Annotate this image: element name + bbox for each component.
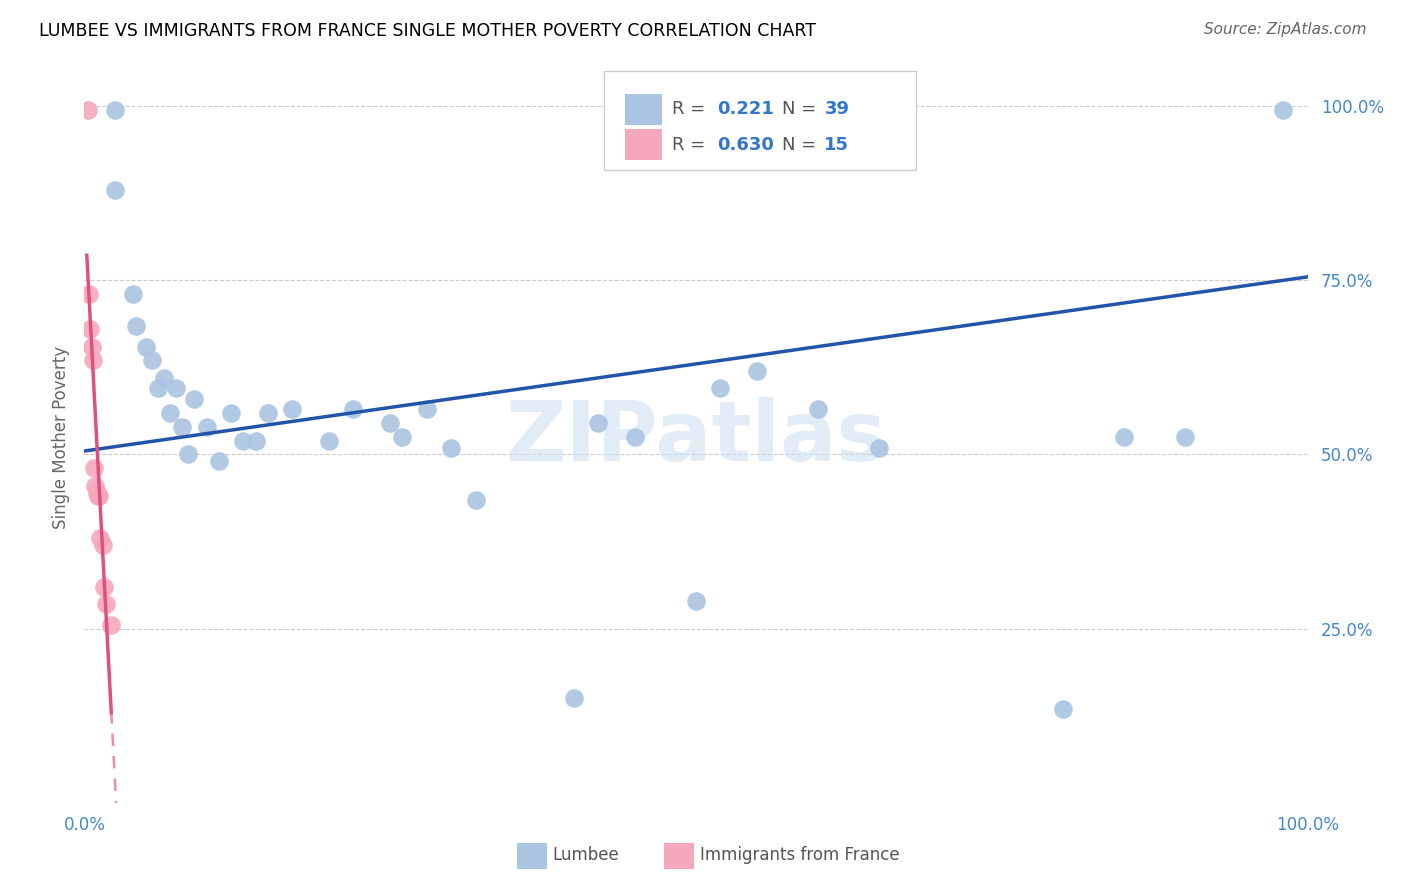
Point	[172, 419, 194, 434]
Point	[685, 594, 707, 608]
FancyBboxPatch shape	[517, 843, 547, 870]
FancyBboxPatch shape	[626, 94, 662, 125]
Point	[93, 580, 115, 594]
Point	[195, 419, 218, 434]
Point	[281, 402, 304, 417]
Point	[807, 402, 830, 417]
FancyBboxPatch shape	[626, 129, 662, 160]
Text: Source: ZipAtlas.com: Source: ZipAtlas.com	[1204, 22, 1367, 37]
FancyBboxPatch shape	[664, 843, 693, 870]
Point	[869, 441, 891, 455]
Text: N =: N =	[782, 136, 821, 153]
Point	[747, 364, 769, 378]
Point	[83, 461, 105, 475]
Point	[208, 454, 231, 468]
Point	[122, 287, 145, 301]
Point	[141, 353, 163, 368]
Point	[380, 416, 402, 430]
Text: ZIPatlas: ZIPatlas	[506, 397, 886, 477]
Text: 0.630: 0.630	[717, 136, 773, 153]
Point	[86, 485, 108, 500]
Point	[709, 381, 731, 395]
Point	[318, 434, 340, 448]
Text: R =: R =	[672, 136, 710, 153]
Point	[104, 183, 127, 197]
Point	[87, 489, 110, 503]
Point	[159, 406, 181, 420]
Point	[183, 392, 205, 406]
Point	[100, 618, 122, 632]
Point	[82, 353, 104, 368]
Point	[125, 318, 148, 333]
Point	[586, 416, 609, 430]
FancyBboxPatch shape	[605, 71, 917, 170]
Point	[342, 402, 364, 417]
Point	[146, 381, 169, 395]
Point	[416, 402, 439, 417]
Point	[89, 531, 111, 545]
Text: Immigrants from France: Immigrants from France	[700, 847, 900, 864]
Text: LUMBEE VS IMMIGRANTS FROM FRANCE SINGLE MOTHER POVERTY CORRELATION CHART: LUMBEE VS IMMIGRANTS FROM FRANCE SINGLE …	[39, 22, 817, 40]
Point	[153, 371, 176, 385]
Point	[77, 103, 100, 117]
Text: R =: R =	[672, 101, 710, 119]
Point	[77, 287, 100, 301]
Point	[79, 322, 101, 336]
Text: N =: N =	[782, 101, 821, 119]
Point	[91, 538, 114, 552]
Point	[232, 434, 254, 448]
Point	[219, 406, 242, 420]
Point	[96, 597, 118, 611]
Point	[562, 691, 585, 706]
Point	[391, 430, 413, 444]
Point	[1174, 430, 1197, 444]
Point	[440, 441, 463, 455]
Point	[624, 430, 647, 444]
Point	[177, 448, 200, 462]
Point	[87, 489, 110, 503]
Point	[84, 479, 107, 493]
Text: 15: 15	[824, 136, 849, 153]
Point	[80, 339, 103, 353]
Point	[1272, 103, 1295, 117]
Text: Lumbee: Lumbee	[553, 847, 620, 864]
Point	[464, 492, 486, 507]
Point	[1052, 702, 1074, 716]
Point	[245, 434, 267, 448]
Point	[1114, 430, 1136, 444]
Point	[104, 103, 127, 117]
Point	[165, 381, 187, 395]
Text: 0.221: 0.221	[717, 101, 773, 119]
Point	[257, 406, 280, 420]
Text: 39: 39	[824, 101, 849, 119]
Point	[135, 339, 157, 353]
Y-axis label: Single Mother Poverty: Single Mother Poverty	[52, 345, 70, 529]
